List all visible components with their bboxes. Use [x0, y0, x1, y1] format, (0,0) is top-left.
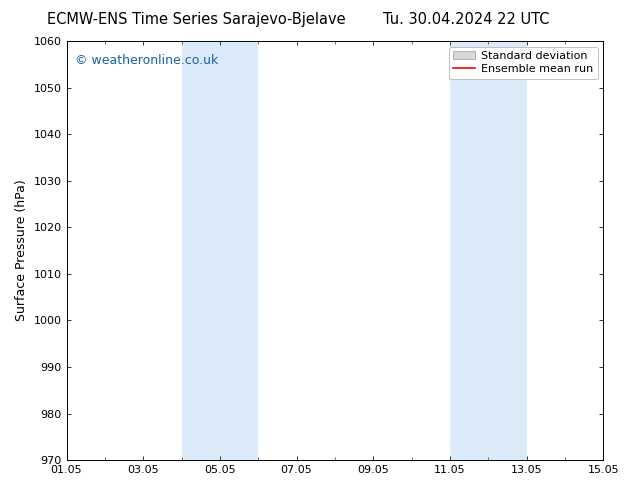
Text: ECMW-ENS Time Series Sarajevo-Bjelave: ECMW-ENS Time Series Sarajevo-Bjelave — [47, 12, 346, 27]
Bar — [450, 41, 526, 460]
Legend: Standard deviation, Ensemble mean run: Standard deviation, Ensemble mean run — [449, 47, 598, 79]
Text: © weatheronline.co.uk: © weatheronline.co.uk — [75, 53, 218, 67]
Bar — [181, 41, 258, 460]
Y-axis label: Surface Pressure (hPa): Surface Pressure (hPa) — [15, 180, 28, 321]
Text: Tu. 30.04.2024 22 UTC: Tu. 30.04.2024 22 UTC — [383, 12, 549, 27]
